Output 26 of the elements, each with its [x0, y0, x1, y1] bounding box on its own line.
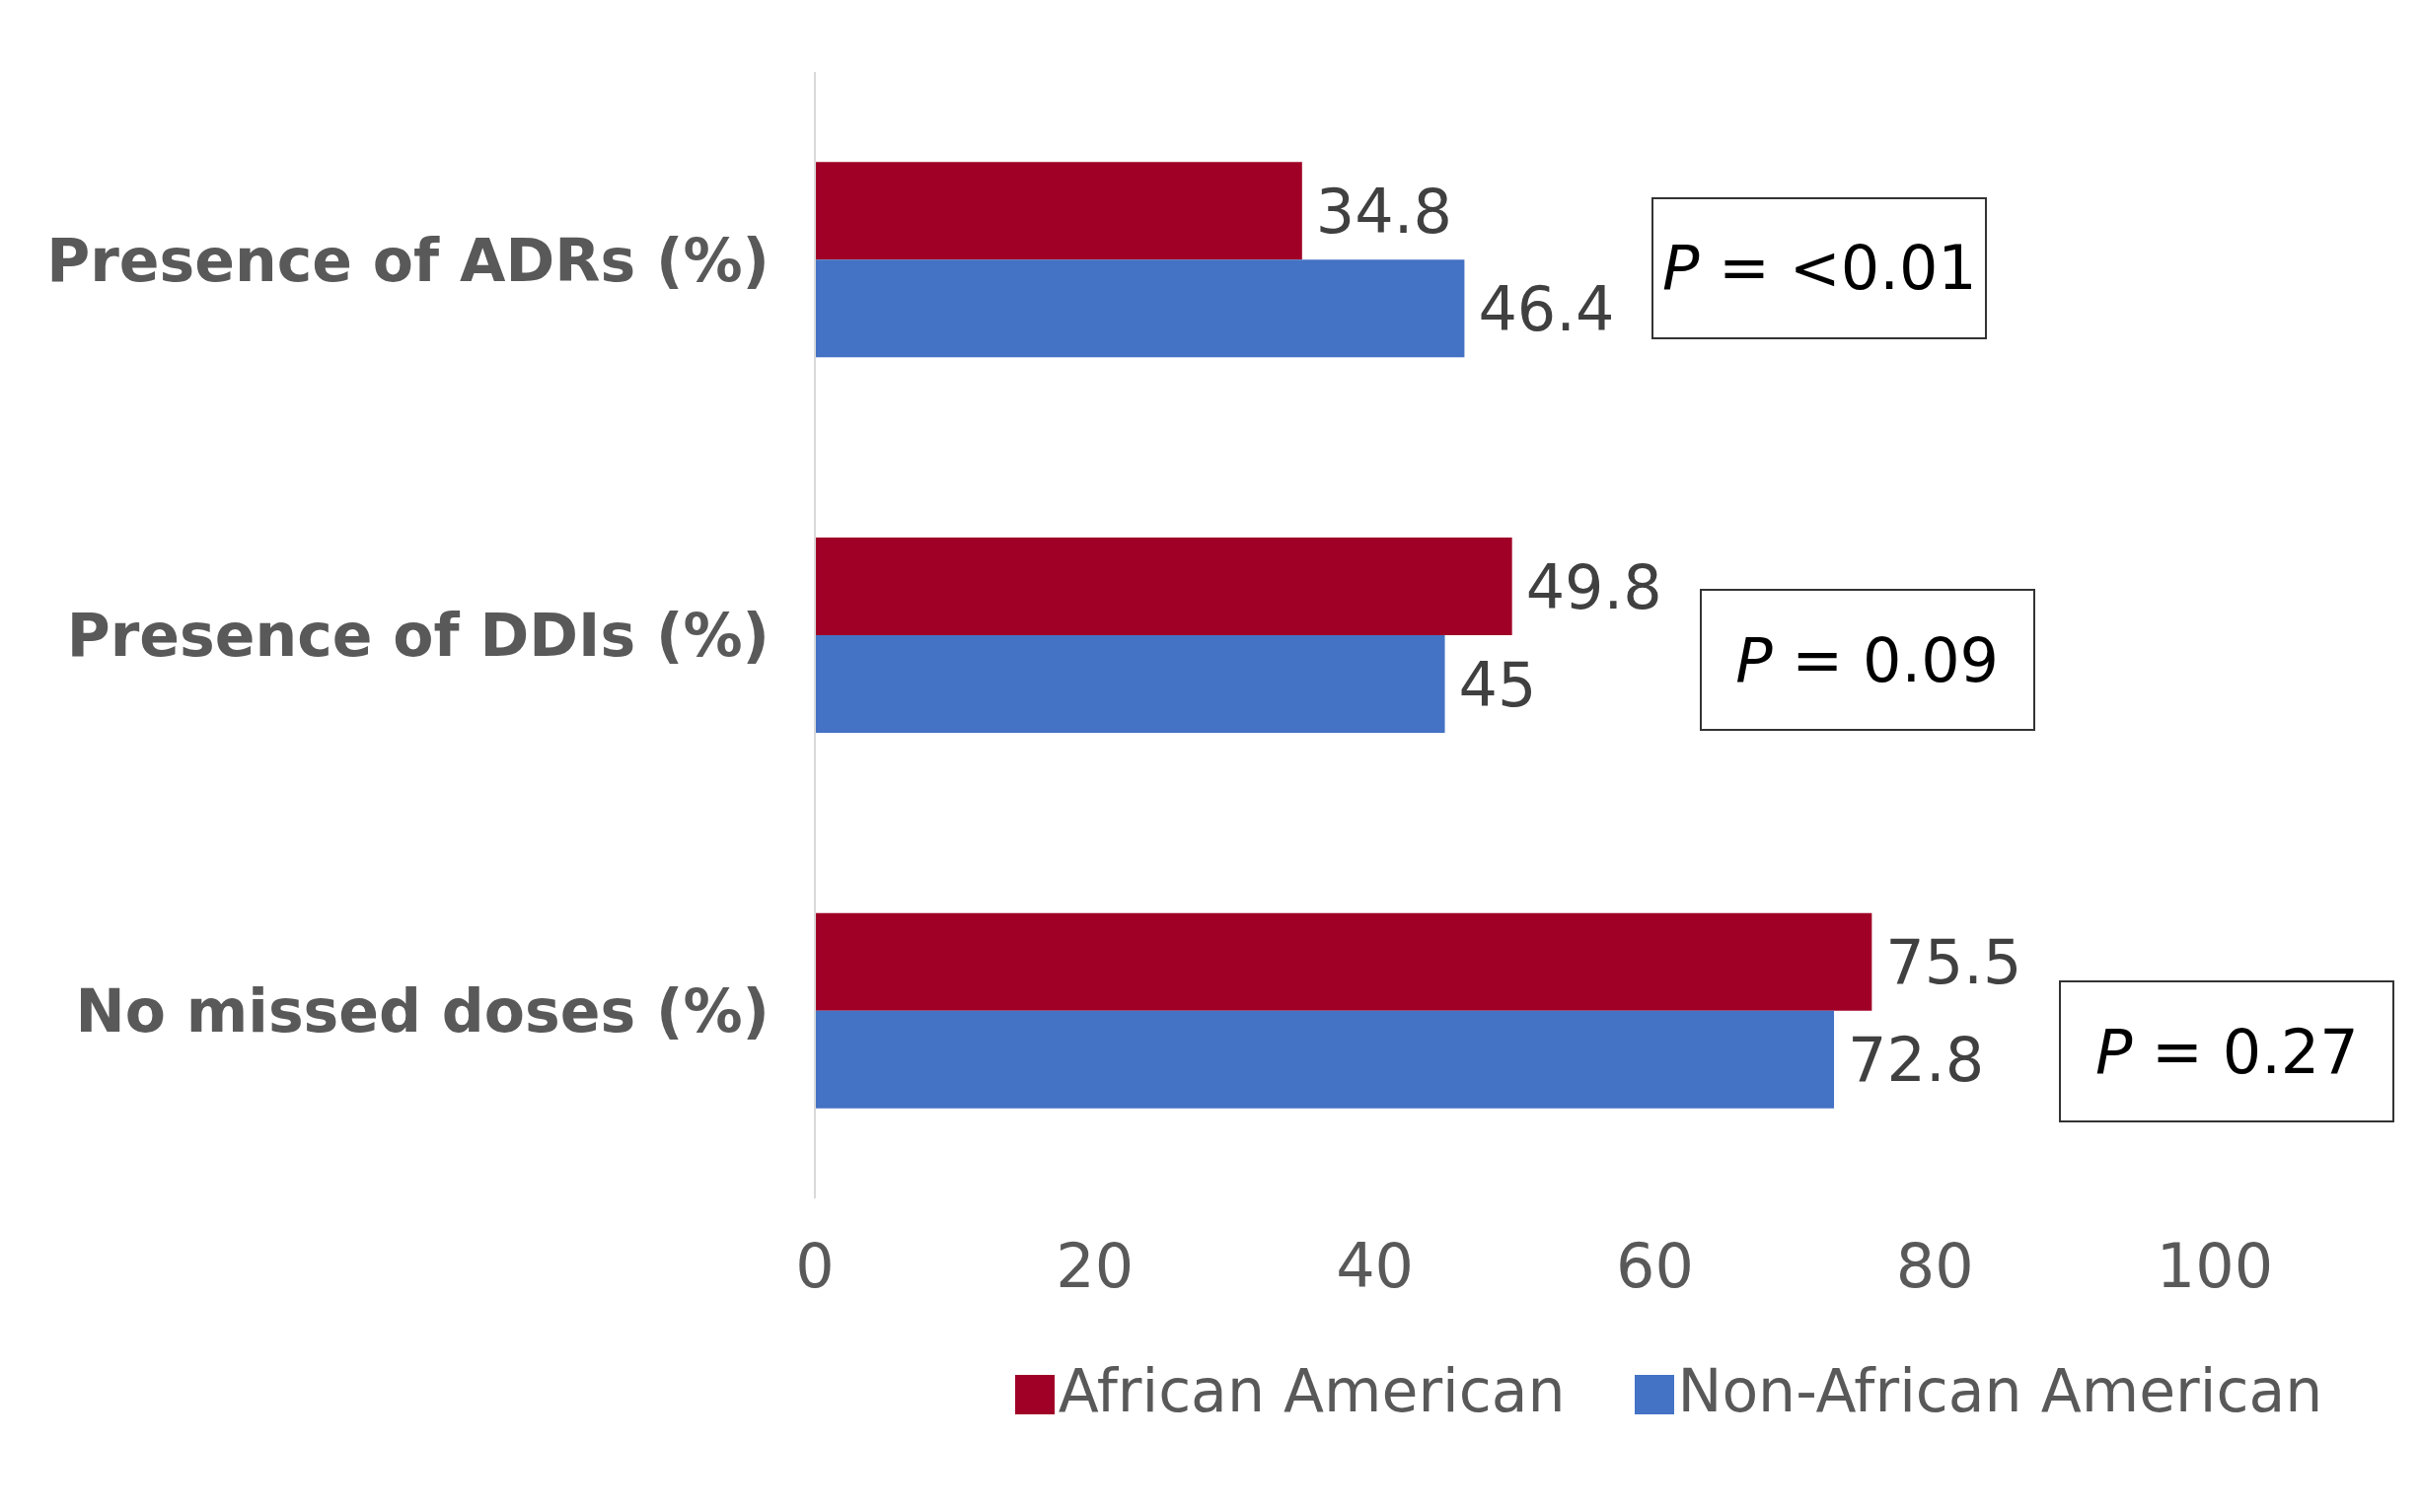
x-tick-label: 40 [1336, 1230, 1415, 1303]
bar [815, 912, 1872, 1011]
bar [815, 162, 1302, 260]
data-label: 49.8 [1525, 550, 1662, 623]
data-label: 75.5 [1885, 926, 2022, 999]
legend-label: Non-African American [1677, 1356, 2323, 1425]
y-tick-label: No missed doses (%) [75, 975, 770, 1045]
x-tick-label: 0 [795, 1230, 835, 1303]
y-tick-label: Presence of ADRs (%) [46, 225, 770, 295]
x-tick-label: 80 [1895, 1230, 1974, 1303]
annotation: P = <0.01 [1662, 232, 1977, 305]
bar [815, 635, 1445, 734]
data-label: 34.8 [1315, 175, 1452, 248]
x-tick-label: 100 [2156, 1230, 2274, 1303]
data-label: 72.8 [1848, 1024, 1985, 1097]
x-tick-label: 20 [1056, 1230, 1135, 1303]
bar [815, 1010, 1835, 1109]
annotation: P = 0.27 [2094, 1015, 2359, 1088]
y-tick-label: Presence of DDIs (%) [66, 601, 770, 671]
data-label: 46.4 [1478, 272, 1615, 345]
bar [815, 538, 1512, 636]
data-label: 45 [1458, 648, 1537, 721]
x-tick-label: 60 [1615, 1230, 1694, 1303]
legend-label: African American [1058, 1356, 1566, 1425]
bar [815, 259, 1465, 358]
annotation: P = 0.09 [1735, 623, 2000, 696]
